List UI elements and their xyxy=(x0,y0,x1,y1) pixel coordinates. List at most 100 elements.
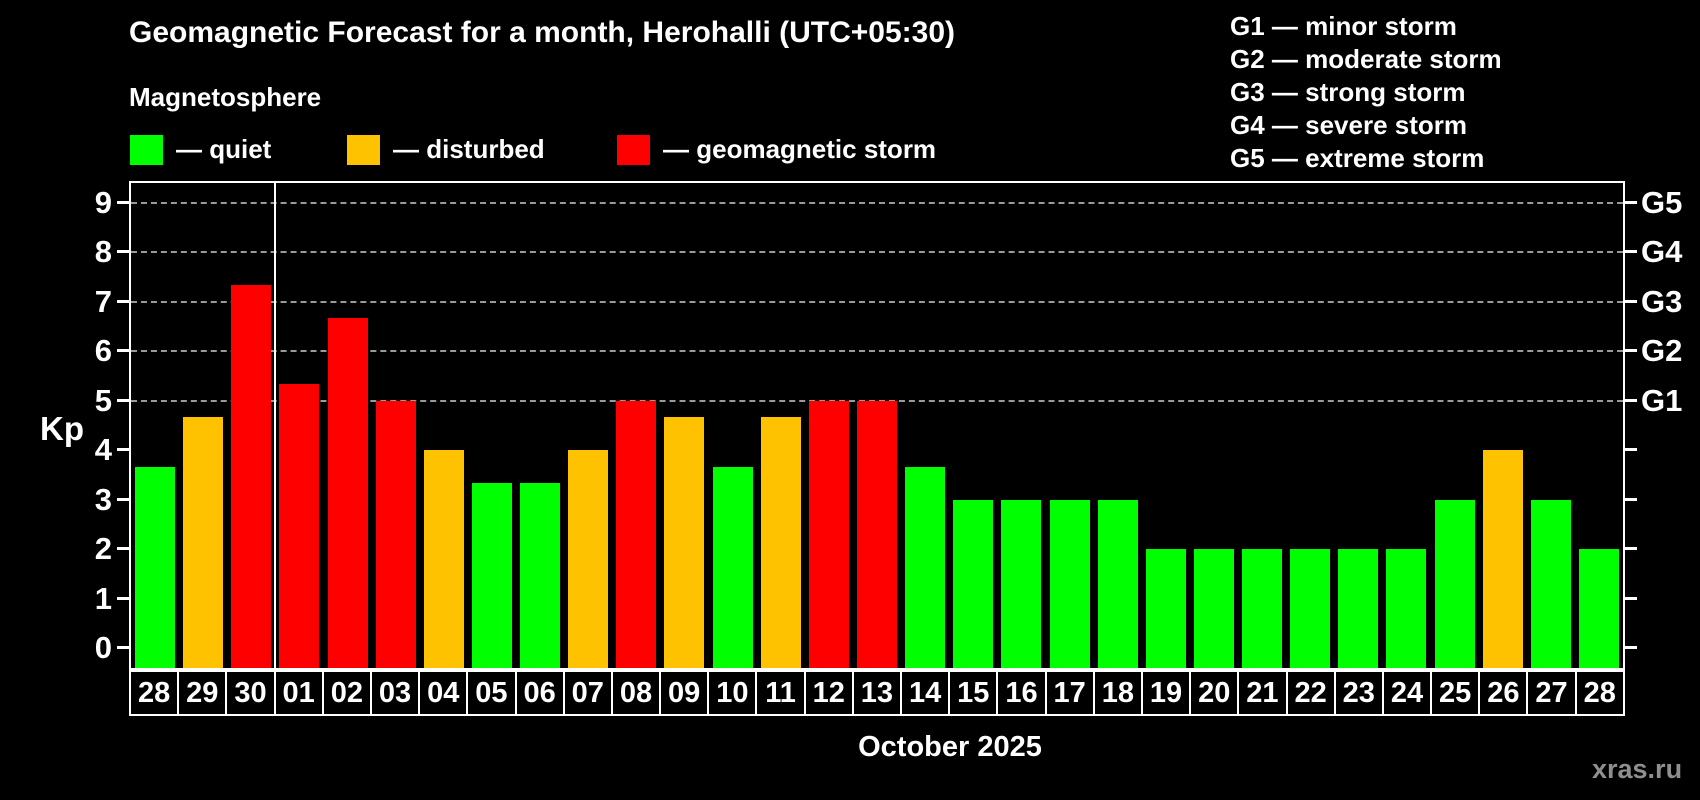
gridline-kp8 xyxy=(131,251,1623,254)
kp-bar-day-19 xyxy=(1145,549,1186,668)
kp-bar-day-09 xyxy=(664,417,705,668)
kp-bar-day-03 xyxy=(375,400,416,668)
kp-bar-day-16 xyxy=(1001,499,1042,668)
day-cell-27: 27 xyxy=(1526,670,1577,716)
kp-bar-day-25 xyxy=(1434,499,1475,668)
day-cell-10: 10 xyxy=(707,670,758,716)
day-cell-29: 29 xyxy=(177,670,228,716)
legend-disturbed-label: — disturbed xyxy=(393,134,545,164)
right-tick-3 xyxy=(1625,497,1637,501)
storm-scale-g1: G1 — minor storm xyxy=(1230,11,1457,41)
y-axis-title: Kp xyxy=(40,410,84,447)
day-cell-24: 24 xyxy=(1381,670,1433,716)
right-tick-2 xyxy=(1625,547,1637,551)
day-cell-05: 05 xyxy=(466,670,517,716)
storm-scale-g2: G2 — moderate storm xyxy=(1230,44,1502,74)
kp-bar-day-21 xyxy=(1242,549,1283,668)
day-cell-28: 28 xyxy=(1574,670,1625,716)
storm-scale-g4: G4 — severe storm xyxy=(1230,110,1468,140)
right-tick-8 xyxy=(1625,250,1637,254)
kp-bar-day-10 xyxy=(712,466,753,668)
kp-bar-day-07 xyxy=(568,450,609,668)
day-cell-11: 11 xyxy=(755,670,806,716)
storm-swatch-icon xyxy=(617,134,650,165)
day-cell-17: 17 xyxy=(1044,670,1095,716)
kp-bar-day-24 xyxy=(1386,549,1427,668)
kp-bar-day-26 xyxy=(1482,450,1523,668)
right-tick-7 xyxy=(1625,299,1637,303)
day-cell-22: 22 xyxy=(1285,670,1336,716)
y-tick-label-5: 5 xyxy=(94,382,112,418)
day-cell-20: 20 xyxy=(1189,670,1240,716)
day-cell-16: 16 xyxy=(996,670,1047,716)
kp-bar-day-11 xyxy=(760,417,801,668)
kp-bar-day-23 xyxy=(1338,549,1379,668)
right-tick-1 xyxy=(1625,596,1637,600)
gridline-kp6 xyxy=(131,350,1623,353)
kp-bar-day-08 xyxy=(616,400,657,668)
day-cell-23: 23 xyxy=(1333,670,1384,716)
kp-bar-day-15 xyxy=(953,499,994,668)
chart-title: Geomagnetic Forecast for a month, Heroha… xyxy=(129,16,956,49)
y-tick-label-3: 3 xyxy=(94,481,112,517)
kp-bar-day-29 xyxy=(183,417,224,668)
day-cell-13: 13 xyxy=(851,670,902,716)
y-tick-label-2: 2 xyxy=(94,531,112,567)
kp-bar-day-06 xyxy=(520,483,561,668)
right-tick-6 xyxy=(1625,349,1637,353)
day-cell-06: 06 xyxy=(514,670,565,716)
plot-inner xyxy=(131,183,1623,668)
legend-item-quiet: — quiet xyxy=(130,134,271,165)
left-tick-6 xyxy=(117,349,129,353)
kp-bar-day-28 xyxy=(135,466,176,668)
day-cell-04: 04 xyxy=(418,670,469,716)
kp-bar-day-13 xyxy=(857,400,897,668)
g-scale-label-g3: G3 xyxy=(1641,283,1683,319)
right-tick-5 xyxy=(1625,398,1637,402)
day-cell-28: 28 xyxy=(129,670,180,716)
kp-bar-day-01 xyxy=(279,384,320,668)
right-tick-0 xyxy=(1625,646,1637,650)
left-tick-2 xyxy=(117,547,129,551)
kp-bar-day-22 xyxy=(1290,549,1331,668)
kp-bar-day-30 xyxy=(231,285,272,668)
day-cell-21: 21 xyxy=(1237,670,1288,716)
g-scale-label-g4: G4 xyxy=(1641,234,1683,270)
y-tick-label-4: 4 xyxy=(94,432,112,468)
day-cell-25: 25 xyxy=(1430,670,1481,716)
kp-bar-day-02 xyxy=(327,318,368,668)
left-tick-8 xyxy=(117,250,129,254)
kp-bar-day-27 xyxy=(1530,499,1571,668)
right-tick-9 xyxy=(1625,200,1637,204)
g-scale-label-g1: G1 xyxy=(1641,382,1683,418)
storm-scale-g5: G5 — extreme storm xyxy=(1230,143,1485,173)
kp-bar-day-20 xyxy=(1193,549,1234,668)
right-tick-4 xyxy=(1625,448,1637,452)
day-cell-30: 30 xyxy=(225,670,276,716)
day-cell-02: 02 xyxy=(321,670,372,716)
gridline-kp5 xyxy=(131,399,1623,402)
storm-scale-g3: G3 — strong storm xyxy=(1230,77,1466,107)
g-scale-label-g2: G2 xyxy=(1641,333,1683,369)
left-tick-3 xyxy=(117,497,129,501)
legend-quiet-label: — quiet xyxy=(176,134,272,164)
magnetosphere-label: Magnetosphere xyxy=(129,82,322,112)
g-scale-label-g5: G5 xyxy=(1641,184,1683,220)
kp-bar-day-28 xyxy=(1578,549,1619,668)
storm-scale-legend: G1 — minor storm G2 — moderate storm G3 … xyxy=(1230,10,1502,175)
day-cell-07: 07 xyxy=(562,670,613,716)
left-tick-5 xyxy=(117,398,129,402)
left-tick-4 xyxy=(117,448,129,452)
day-cell-01: 01 xyxy=(273,670,324,716)
day-cell-03: 03 xyxy=(369,670,421,716)
y-tick-label-6: 6 xyxy=(94,333,112,369)
day-cell-15: 15 xyxy=(948,670,999,716)
kp-bar-day-04 xyxy=(423,450,464,668)
day-cell-26: 26 xyxy=(1478,670,1529,716)
kp-bar-day-17 xyxy=(1049,499,1090,668)
left-tick-7 xyxy=(117,299,129,303)
kp-bar-day-18 xyxy=(1097,499,1138,668)
gridline-kp7 xyxy=(131,300,1623,303)
legend-item-storm: — geomagnetic storm xyxy=(617,134,936,165)
